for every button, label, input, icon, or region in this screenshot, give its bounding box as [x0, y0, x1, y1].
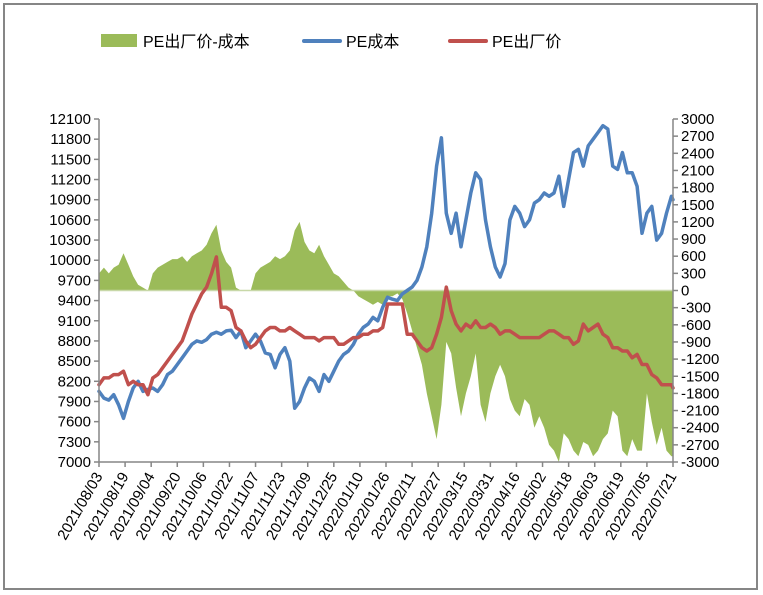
left-tick-label: 9100 — [58, 313, 91, 330]
legend-label-price: PE出厂价 — [492, 33, 561, 51]
legend-label-spread: PE出厂价-成本 — [143, 33, 250, 51]
left-tick-label: 11800 — [50, 131, 91, 148]
left-tick-label: 8200 — [58, 373, 91, 390]
right-tick-label: 2400 — [681, 145, 714, 162]
left-tick-label: 10600 — [49, 212, 91, 229]
left-tick-label: 8500 — [58, 353, 91, 370]
right-tick-label: 900 — [681, 231, 706, 248]
left-tick-label: 8800 — [58, 333, 91, 350]
right-tick-label: -1200 — [681, 351, 719, 368]
left-tick-label: 7900 — [58, 393, 91, 410]
right-tick-label: -2100 — [681, 403, 719, 420]
right-tick-label: 0 — [681, 283, 689, 300]
right-tick-label: 1500 — [681, 197, 714, 214]
left-tick-label: 11500 — [50, 151, 91, 168]
right-tick-label: -900 — [681, 334, 711, 351]
right-tick-label: 2100 — [681, 162, 714, 179]
left-tick-label: 11200 — [50, 172, 91, 189]
right-tick-label: -1800 — [681, 385, 719, 402]
left-tick-label: 9700 — [58, 272, 91, 289]
right-tick-label: 1800 — [681, 180, 714, 197]
chart-frame — [3, 3, 758, 590]
right-tick-label: 600 — [681, 248, 706, 265]
right-tick-label: -600 — [681, 317, 711, 334]
left-tick-label: 12100 — [49, 111, 91, 128]
right-tick-label: -3000 — [681, 454, 719, 471]
legend-label-cost: PE成本 — [346, 33, 399, 51]
right-tick-label: -2700 — [681, 437, 719, 454]
right-tick-label: -300 — [681, 300, 711, 317]
left-tick-label: 9400 — [58, 293, 91, 310]
right-tick-label: -2400 — [681, 420, 719, 437]
left-tick-label: 10000 — [49, 252, 91, 269]
series-area-spread — [99, 221, 673, 462]
legend-swatch-spread — [101, 34, 137, 47]
legend: PE出厂价-成本 PE成本 PE出厂价 — [101, 33, 561, 51]
right-tick-label: -1500 — [681, 368, 719, 385]
left-tick-label: 10300 — [49, 232, 91, 249]
left-tick-label: 10900 — [49, 192, 91, 209]
left-tick-label: 7000 — [58, 454, 91, 471]
right-tick-label: 300 — [681, 265, 706, 282]
right-tick-label: 1200 — [681, 214, 714, 231]
left-tick-label: 7300 — [58, 434, 91, 451]
left-tick-label: 7600 — [58, 414, 91, 431]
right-tick-label: 2700 — [681, 128, 714, 145]
series-line-price — [97, 255, 675, 397]
series-line-cost — [97, 123, 675, 421]
right-tick-label: 3000 — [681, 111, 714, 128]
